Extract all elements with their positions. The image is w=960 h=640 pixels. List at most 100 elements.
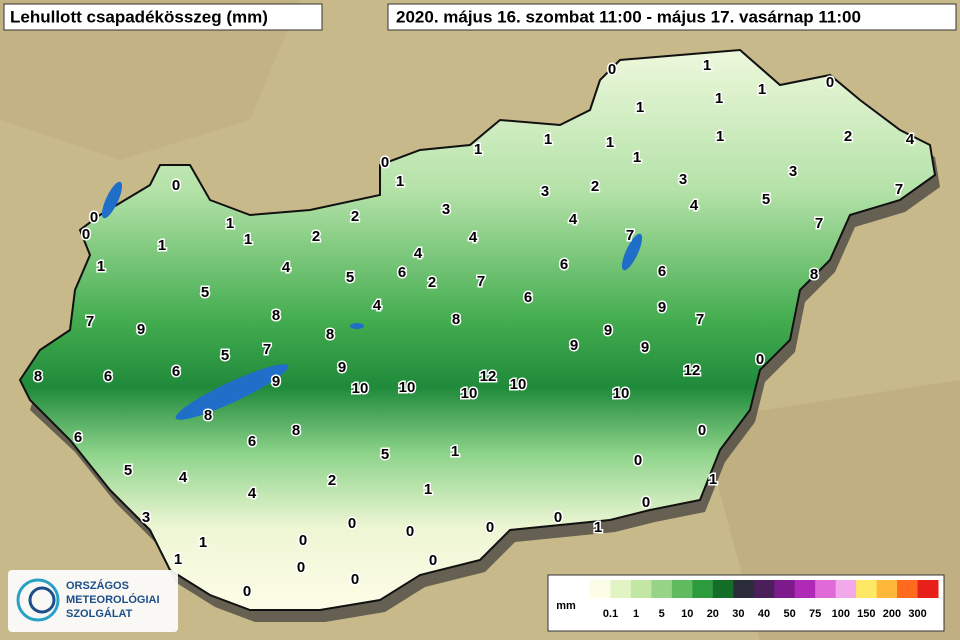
station-value: 0 [429, 552, 437, 569]
station-value: 5 [346, 269, 354, 286]
station-value: 0 [826, 74, 834, 91]
lake-ferto [101, 181, 123, 219]
legend-label: 40 [758, 608, 770, 620]
logo-text: ORSZÁGOS [66, 579, 129, 592]
station-value: 3 [679, 171, 687, 188]
station-value: 0 [348, 515, 356, 532]
legend-label: 75 [809, 608, 821, 620]
station-value: 4 [179, 469, 188, 486]
station-value: 3 [541, 183, 549, 200]
station-value: 10 [352, 380, 369, 397]
logo-text: SZOLGÁLAT [66, 607, 133, 620]
station-value: 0 [243, 583, 251, 600]
legend-swatch [610, 580, 632, 598]
legend-label: 100 [832, 608, 850, 620]
station-value: 7 [815, 215, 823, 232]
station-value: 0 [299, 532, 307, 549]
station-value: 1 [97, 258, 105, 275]
station-value: 4 [248, 485, 257, 502]
hungary [18, 48, 937, 611]
station-value: 4 [690, 197, 699, 214]
station-value: 2 [312, 228, 320, 245]
station-value: 1 [158, 237, 166, 254]
station-value: 9 [570, 337, 578, 354]
station-value: 8 [34, 368, 42, 385]
legend-swatch [753, 580, 775, 598]
station-value: 6 [524, 289, 532, 306]
station-value: 2 [844, 128, 852, 145]
station-value: 5 [124, 462, 132, 479]
station-value: 9 [604, 322, 612, 339]
station-value: 4 [373, 297, 382, 314]
station-value: 3 [442, 201, 450, 218]
period-box [387, 3, 957, 31]
legend-swatch [692, 580, 714, 598]
station-value: 6 [398, 264, 406, 281]
station-value: 5 [381, 446, 389, 463]
station-value: 12 [684, 362, 701, 379]
legend-swatch [815, 580, 837, 598]
station-value: 6 [658, 263, 666, 280]
station-value: 1 [758, 81, 766, 98]
terrain-relief [0, 0, 300, 160]
station-value: 1 [544, 131, 552, 148]
lake-balaton [175, 364, 289, 420]
station-value: 0 [351, 571, 359, 588]
station-value: 8 [272, 307, 280, 324]
legend-swatch [794, 580, 816, 598]
legend-label: 300 [908, 608, 926, 620]
station-value: 1 [226, 215, 234, 232]
station-value: 2 [591, 178, 599, 195]
legend-label: 1 [633, 608, 639, 620]
legend-label: 30 [732, 608, 744, 620]
station-value: 8 [810, 266, 818, 283]
station-value: 9 [658, 299, 666, 316]
station-value: 7 [263, 341, 271, 358]
period: 2020. május 16. szombat 11:00 - május 17… [396, 7, 861, 26]
station-value: 9 [641, 339, 649, 356]
station-value: 10 [461, 385, 478, 402]
legend-swatch [835, 580, 857, 598]
station-value: 1 [396, 173, 404, 190]
station-value: 0 [608, 61, 616, 78]
station-value: 0 [381, 154, 389, 171]
station-value: 4 [569, 211, 578, 228]
station-value: 0 [756, 351, 764, 368]
station-value: 6 [104, 368, 112, 385]
station-value: 2 [351, 208, 359, 225]
station-value: 9 [272, 373, 280, 390]
station-value: 4 [414, 245, 423, 262]
station-value: 1 [474, 141, 482, 158]
station-value: 12 [480, 368, 497, 385]
station-value: 2 [328, 472, 336, 489]
station-value: 1 [709, 471, 717, 488]
lake-velence [350, 323, 364, 329]
legend-label: 20 [707, 608, 719, 620]
legend-label: 10 [681, 608, 693, 620]
station-value: 0 [172, 177, 180, 194]
station-value: 1 [703, 57, 711, 74]
legend-label: 5 [659, 608, 665, 620]
station-value: 1 [633, 149, 641, 166]
station-value: 10 [613, 385, 630, 402]
legend-swatch [876, 580, 898, 598]
title-box [3, 3, 323, 31]
station-value: 7 [626, 227, 634, 244]
station-value: 7 [696, 311, 704, 328]
station-value: 0 [554, 509, 562, 526]
station-value: 4 [282, 259, 291, 276]
station-value: 10 [510, 376, 527, 393]
station-value: 5 [762, 191, 770, 208]
station-value: 5 [201, 284, 209, 301]
station-value: 1 [715, 90, 723, 107]
station-value: 8 [452, 311, 460, 328]
station-value: 0 [90, 209, 98, 226]
legend-label: 200 [883, 608, 901, 620]
legend-swatch [774, 580, 796, 598]
legend-swatch [712, 580, 734, 598]
station-value: 0 [82, 226, 90, 243]
station-value: 1 [636, 99, 644, 116]
station-value: 8 [326, 326, 334, 343]
station-value: 0 [634, 452, 642, 469]
